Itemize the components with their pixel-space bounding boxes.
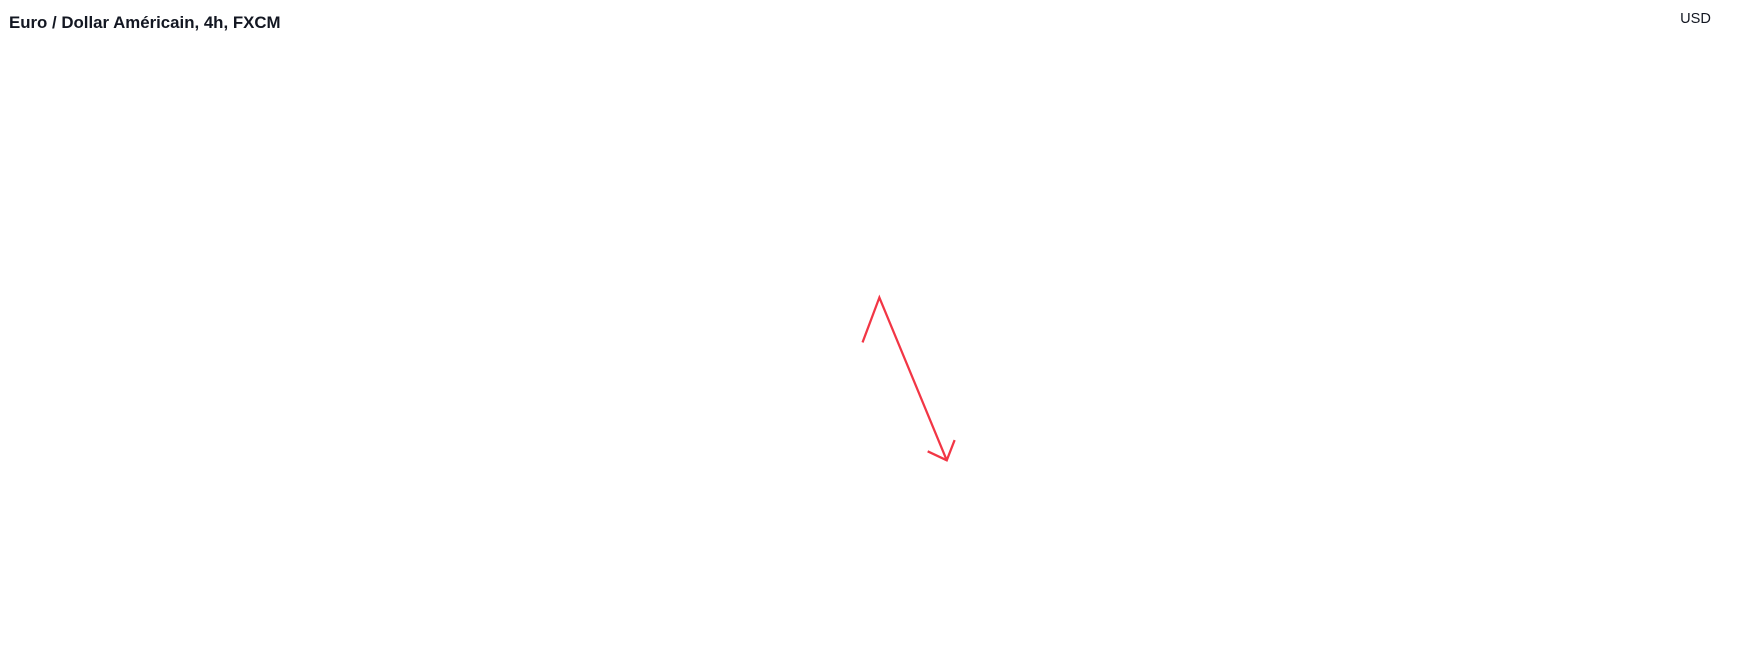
y-unit: USD: [1680, 11, 1711, 27]
projection-arrow: [861, 294, 956, 462]
chart-title: Euro / Dollar Américain, 4h, FXCM: [9, 13, 281, 32]
